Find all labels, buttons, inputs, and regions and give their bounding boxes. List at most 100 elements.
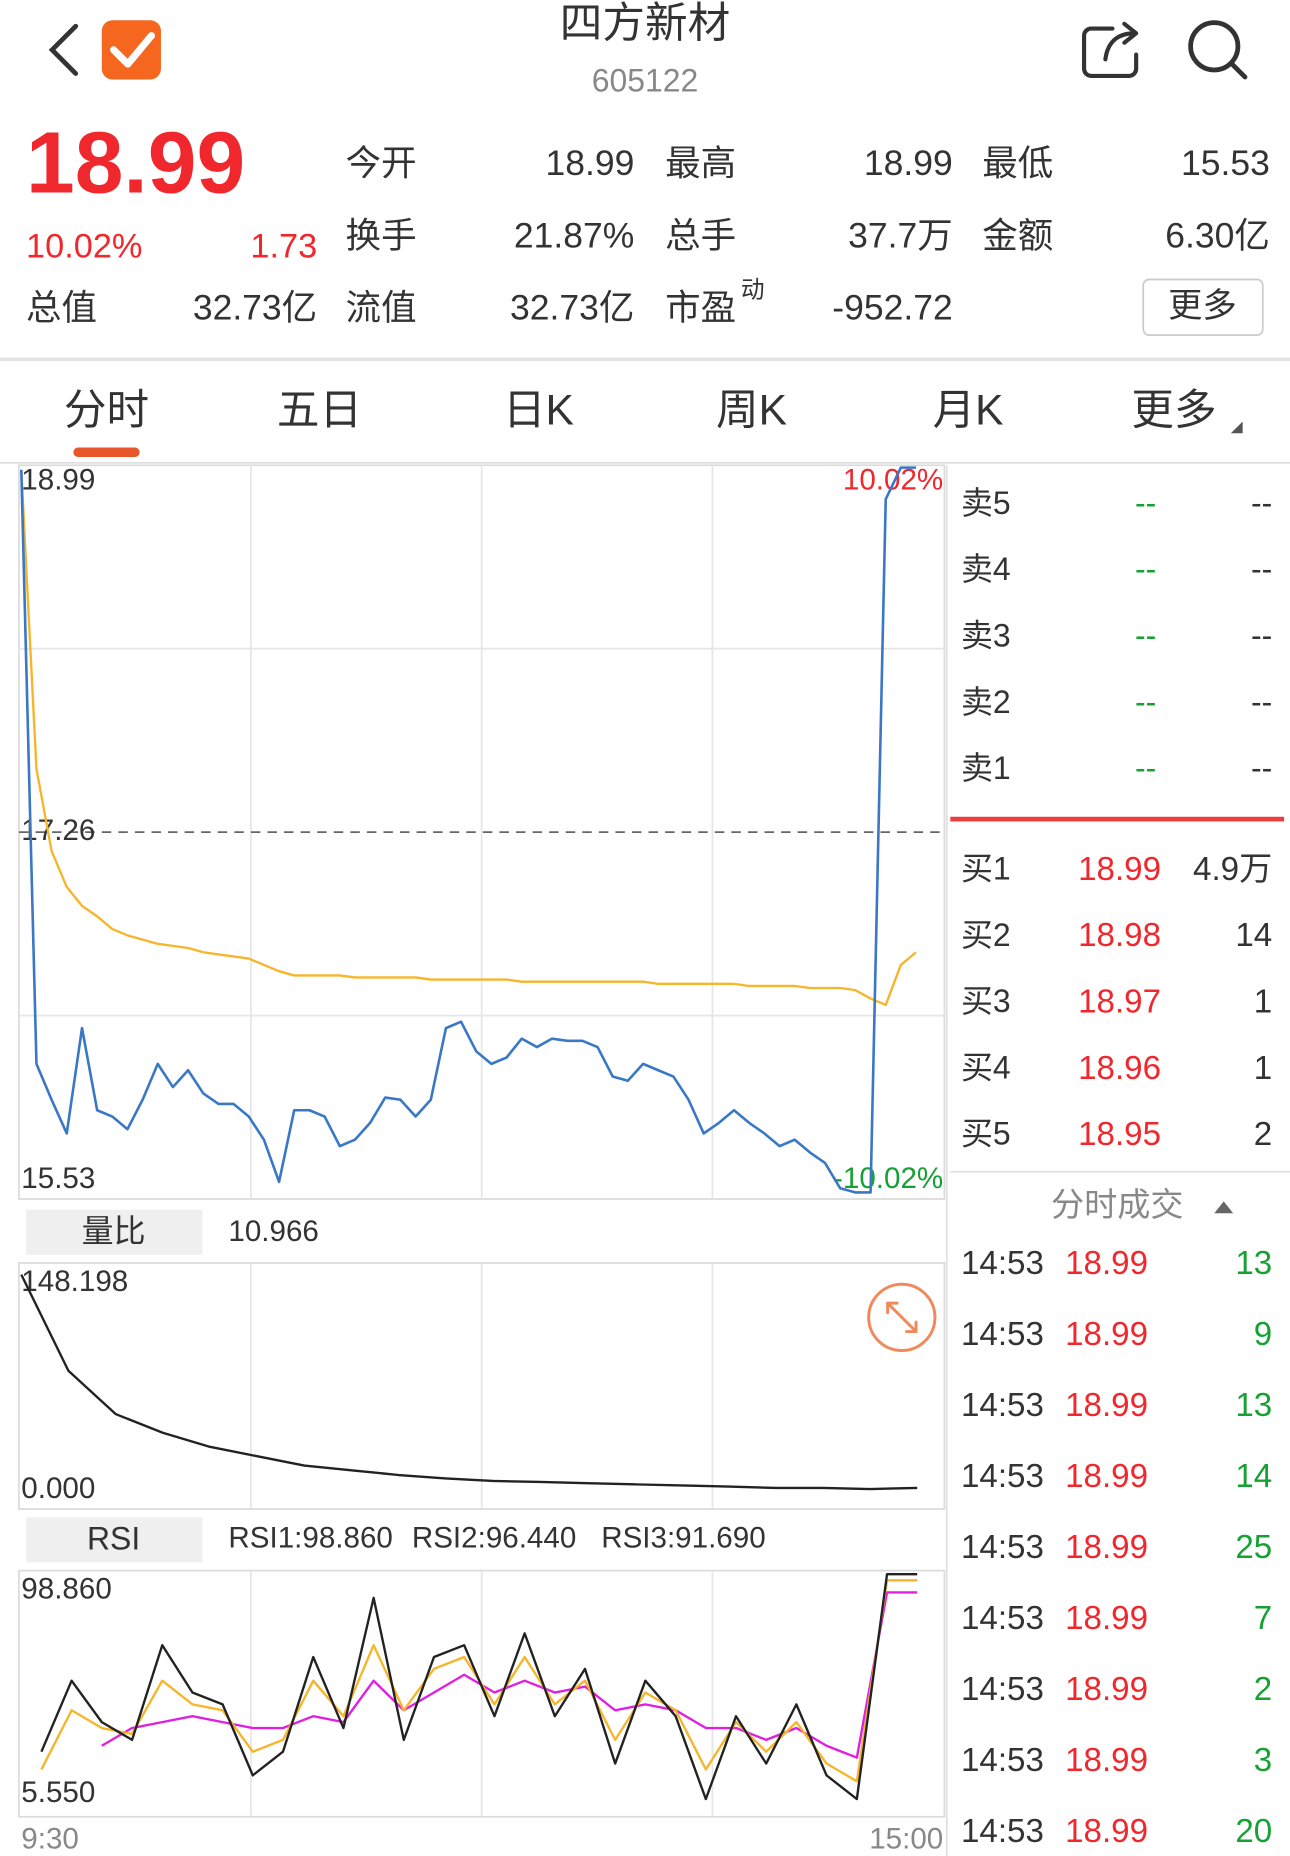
tab-indicator	[73, 447, 140, 457]
trade-volume: 14	[1235, 1458, 1272, 1495]
bid-volume: 14	[1235, 917, 1272, 954]
rsi-line	[40, 1572, 918, 1801]
stat-value: 37.7万	[848, 215, 953, 255]
search-lens	[1188, 20, 1241, 73]
bid-volume: 2	[1254, 1116, 1272, 1153]
share-arrow	[1103, 21, 1139, 62]
stat-value: 6.30亿	[1165, 215, 1270, 255]
percent-label: -10.02%	[833, 1162, 943, 1195]
trade-volume: 3	[1254, 1742, 1272, 1779]
percent-label: 10.02%	[843, 464, 943, 497]
rsi-label[interactable]: RSI	[87, 1520, 140, 1556]
ask-price: --	[1135, 617, 1156, 653]
y-tick-label: 98.860	[21, 1573, 111, 1606]
legend-entry: RSI3:91.690	[601, 1522, 765, 1555]
stat-label: 总值	[26, 288, 97, 328]
stat-value: 21.87%	[514, 215, 634, 255]
y-tick-label: 17.26	[21, 814, 95, 847]
back-button[interactable]	[48, 23, 79, 76]
ask-label: 卖5	[961, 485, 1011, 521]
tab[interactable]: 月K	[933, 386, 1004, 434]
stat-value: 18.99	[864, 143, 953, 183]
ask-volume: --	[1251, 750, 1272, 786]
more-button-label[interactable]: 更多	[1168, 287, 1237, 325]
tab[interactable]: 日K	[503, 386, 574, 434]
stock-name: 四方新材	[560, 0, 730, 47]
book-divider	[950, 816, 1285, 822]
legend-entry: RSI2:96.440	[412, 1522, 576, 1555]
trade-price: 18.99	[1065, 1671, 1148, 1708]
trades: 14:53 18.99 13 14:53 18.99 9 14:53 18.99 13 14:53…	[961, 1245, 1272, 1850]
last-price: 18.99	[26, 114, 245, 212]
vertical-grid	[250, 465, 714, 1817]
change-percent: 10.02%	[26, 228, 142, 266]
trade-volume: 13	[1235, 1387, 1272, 1424]
ask-price: --	[1135, 684, 1156, 720]
ask-volume: --	[1251, 684, 1272, 720]
indicator-tab[interactable]	[26, 1209, 203, 1255]
tab[interactable]: 分时	[64, 386, 149, 434]
trade-time: 14:53	[961, 1387, 1044, 1424]
trade-price: 18.99	[1065, 1316, 1148, 1353]
trade-price: 18.99	[1065, 1387, 1148, 1424]
trade-time: 14:53	[961, 1813, 1044, 1850]
bid-volume: 1	[1254, 1050, 1272, 1087]
stat-value: 18.99	[546, 143, 635, 183]
stat-value: 15.53	[1181, 143, 1270, 183]
stat-label: 今开	[346, 143, 417, 183]
tabs: 分时 五日 日K 周K 月K 更多	[64, 386, 1217, 457]
sort-indicator	[1214, 1201, 1234, 1214]
volume-ratio-value: 10.966	[228, 1215, 318, 1248]
bid-label: 买2	[961, 917, 1011, 953]
ask-price: --	[1135, 750, 1156, 786]
tab[interactable]: 周K	[716, 386, 787, 434]
ask-label: 卖2	[961, 684, 1011, 720]
volume-ratio-line	[20, 1274, 918, 1491]
stat-label: 最高	[665, 143, 736, 183]
tab[interactable]: 更多	[1131, 386, 1216, 434]
stat-label: 金额	[982, 215, 1053, 255]
trade-time: 14:53	[961, 1742, 1044, 1779]
stat-value: 32.73亿	[510, 288, 634, 328]
trades-title[interactable]: 分时成交	[1051, 1187, 1184, 1224]
stat-label: 换手	[346, 215, 417, 255]
stat-value: 32.73亿	[193, 288, 317, 328]
trade-volume: 13	[1235, 1245, 1272, 1282]
trade-time: 14:53	[961, 1458, 1044, 1495]
check-mark	[110, 32, 156, 68]
ask-price: --	[1135, 485, 1156, 521]
bid-price: 18.95	[1078, 1116, 1161, 1153]
share-button[interactable]	[1082, 21, 1139, 78]
rsi-frame	[18, 1569, 946, 1818]
search-button[interactable]	[1188, 20, 1248, 80]
trade-volume: 7	[1254, 1600, 1272, 1637]
indicator-tab[interactable]	[26, 1517, 203, 1563]
trade-time: 14:53	[961, 1316, 1044, 1353]
bid-price: 18.97	[1078, 983, 1161, 1020]
expand-button[interactable]	[867, 1282, 937, 1352]
bid-label: 买4	[961, 1049, 1011, 1085]
volume-ratio-label[interactable]: 量比	[82, 1213, 146, 1249]
ask-label: 卖1	[961, 750, 1011, 786]
y-tick-label: 18.99	[21, 464, 95, 497]
trade-price: 18.99	[1065, 1245, 1148, 1282]
search-handle	[1229, 61, 1248, 80]
dropdown-indicator	[1230, 421, 1243, 434]
stat-label: 市盈	[665, 288, 736, 328]
bid-price: 18.99	[1078, 851, 1161, 888]
average-line	[20, 469, 917, 1007]
stock-code: 605122	[592, 62, 699, 98]
trade-time: 14:53	[961, 1671, 1044, 1708]
bid-volume: 1	[1254, 983, 1272, 1020]
tab[interactable]: 五日	[277, 386, 362, 434]
more-button[interactable]	[1142, 278, 1264, 336]
app-icon	[101, 20, 161, 80]
trade-price: 18.99	[1065, 1600, 1148, 1637]
legend-entry: RSI1:98.860	[228, 1522, 392, 1555]
y-tick-label: 5.550	[21, 1776, 95, 1809]
plots: 15.53 17.26 18.99 10.02% -10.02% 0.000 148.198…	[18, 464, 945, 1809]
stat-superscript: 动	[741, 277, 765, 304]
trade-volume: 20	[1235, 1813, 1272, 1850]
